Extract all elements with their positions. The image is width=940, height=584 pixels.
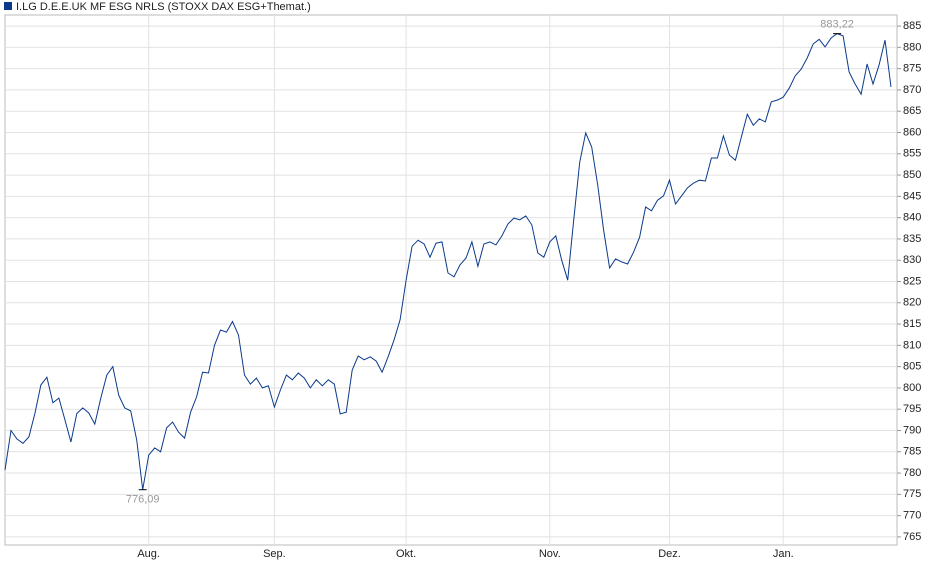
x-tick-label: Okt.: [396, 548, 416, 560]
legend-swatch: [4, 2, 12, 10]
y-tick-label: 795: [903, 403, 921, 415]
y-tick-label: 835: [903, 233, 921, 245]
y-tick-label: 770: [903, 510, 921, 522]
plot-frame: [4, 14, 898, 546]
y-tick-label: 815: [903, 318, 921, 330]
y-tick-label: 860: [903, 126, 921, 138]
x-tick-label: Dez.: [658, 548, 681, 560]
extreme-label: 883,22: [820, 19, 854, 31]
y-tick-label: 880: [903, 41, 921, 53]
y-tick-label: 855: [903, 148, 921, 160]
y-tick-label: 885: [903, 20, 921, 32]
y-tick-label: 865: [903, 105, 921, 117]
y-tick-label: 820: [903, 297, 921, 309]
y-tick-label: 785: [903, 446, 921, 458]
legend-label: I.LG D.E.E.UK MF ESG NRLS (STOXX DAX ESG…: [16, 1, 311, 13]
y-tick-label: 765: [903, 531, 921, 543]
x-tick-label: Aug.: [137, 548, 160, 560]
y-tick-label: 830: [903, 254, 921, 266]
y-tick-label: 800: [903, 382, 921, 394]
y-tick-label: 810: [903, 339, 921, 351]
x-tick-label: Sep.: [263, 548, 286, 560]
y-tick-label: 870: [903, 84, 921, 96]
x-tick-label: Jan.: [773, 548, 794, 560]
y-tick-label: 845: [903, 190, 921, 202]
y-tick-label: 775: [903, 488, 921, 500]
y-tick-label: 825: [903, 275, 921, 287]
extreme-label: 776,09: [126, 494, 160, 506]
y-tick-label: 790: [903, 424, 921, 436]
y-tick-label: 840: [903, 212, 921, 224]
y-tick-label: 875: [903, 63, 921, 75]
x-tick-label: Nov.: [539, 548, 561, 560]
price-line: [4, 33, 892, 490]
y-tick-label: 805: [903, 361, 921, 373]
y-tick-label: 780: [903, 467, 921, 479]
y-tick-label: 850: [903, 169, 921, 181]
